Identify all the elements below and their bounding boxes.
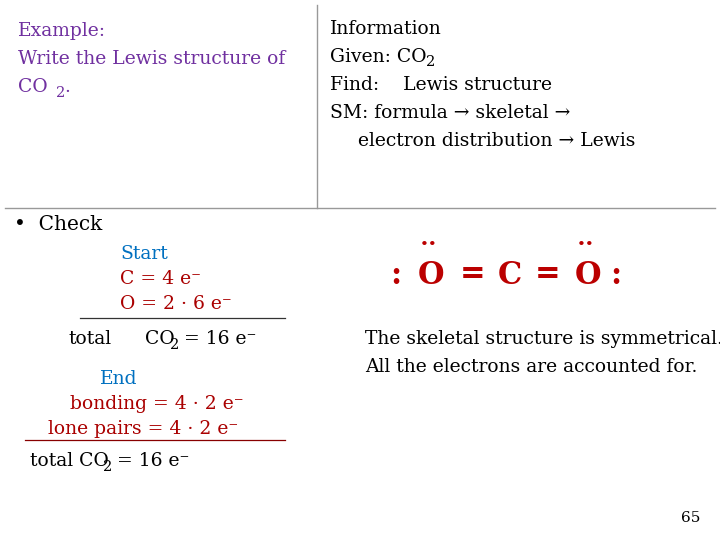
Text: bonding = 4 · 2 e⁻: bonding = 4 · 2 e⁻ bbox=[70, 395, 243, 413]
Text: = 16 e⁻: = 16 e⁻ bbox=[178, 330, 256, 348]
Text: 65: 65 bbox=[680, 511, 700, 525]
Text: 2: 2 bbox=[426, 55, 436, 69]
Text: =: = bbox=[460, 260, 485, 291]
Text: End: End bbox=[100, 370, 138, 388]
Text: Find:    Lewis structure: Find: Lewis structure bbox=[330, 76, 552, 94]
Text: =: = bbox=[535, 260, 561, 291]
Text: total CO: total CO bbox=[30, 452, 109, 470]
Text: SM: formula → skeletal →: SM: formula → skeletal → bbox=[330, 104, 570, 122]
Text: electron distribution → Lewis: electron distribution → Lewis bbox=[358, 132, 635, 150]
Text: 2: 2 bbox=[56, 86, 66, 100]
Text: 2: 2 bbox=[103, 460, 112, 474]
Text: Given: CO: Given: CO bbox=[330, 48, 426, 66]
Text: :: : bbox=[390, 260, 401, 291]
Text: CO: CO bbox=[18, 78, 48, 96]
Text: C = 4 e⁻: C = 4 e⁻ bbox=[120, 270, 201, 288]
Text: = 16 e⁻: = 16 e⁻ bbox=[111, 452, 189, 470]
Text: Information: Information bbox=[330, 20, 442, 38]
Text: ••: •• bbox=[420, 238, 438, 252]
Text: C: C bbox=[498, 260, 522, 291]
Text: Start: Start bbox=[120, 245, 168, 263]
Text: O = 2 · 6 e⁻: O = 2 · 6 e⁻ bbox=[120, 295, 232, 313]
Text: •  Check: • Check bbox=[14, 215, 102, 234]
Text: ••: •• bbox=[577, 238, 595, 252]
Text: 2: 2 bbox=[170, 338, 179, 352]
Text: CO: CO bbox=[145, 330, 175, 348]
Text: O: O bbox=[418, 260, 444, 291]
Text: O: O bbox=[575, 260, 601, 291]
Text: total: total bbox=[68, 330, 111, 348]
Text: .: . bbox=[64, 78, 70, 96]
Text: The skeletal structure is symmetrical.: The skeletal structure is symmetrical. bbox=[365, 330, 720, 348]
Text: Write the Lewis structure of: Write the Lewis structure of bbox=[18, 50, 285, 68]
Text: lone pairs = 4 · 2 e⁻: lone pairs = 4 · 2 e⁻ bbox=[48, 420, 238, 438]
Text: :: : bbox=[610, 260, 621, 291]
Text: Example:: Example: bbox=[18, 22, 106, 40]
Text: All the electrons are accounted for.: All the electrons are accounted for. bbox=[365, 358, 698, 376]
